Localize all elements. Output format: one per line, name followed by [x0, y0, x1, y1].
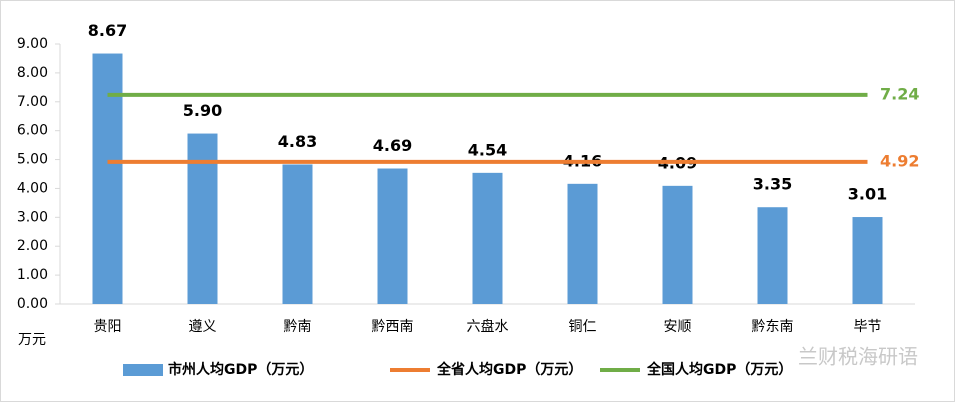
reference-label: 7.24 — [880, 84, 919, 103]
y-tick-label: 5.00 — [17, 152, 48, 168]
value-label: 4.54 — [468, 140, 507, 159]
bar — [377, 168, 408, 304]
y-tick-label: 8.00 — [17, 65, 48, 81]
bar — [567, 183, 598, 304]
value-label: 3.01 — [848, 185, 887, 204]
x-tick-label: 遵义 — [189, 318, 217, 335]
x-tick-label: 安顺 — [664, 319, 692, 335]
x-tick-label: 六盘水 — [467, 318, 509, 335]
value-label: 4.83 — [278, 132, 317, 151]
x-tick-label: 黔西南 — [372, 319, 414, 335]
bar — [757, 207, 788, 304]
x-tick-label: 黔南 — [284, 319, 312, 335]
x-tick-label: 黔东南 — [752, 319, 794, 335]
x-tick-label: 贵阳 — [94, 319, 122, 335]
y-tick-label: 6.00 — [17, 123, 48, 139]
bar — [92, 53, 123, 305]
bar — [187, 133, 218, 304]
legend-swatch — [123, 364, 163, 376]
bar — [852, 217, 883, 304]
value-label: 3.35 — [753, 175, 792, 194]
y-tick-label: 2.00 — [17, 238, 48, 254]
legend-label: 全国人均GDP（万元） — [646, 361, 792, 378]
y-unit: 万元 — [18, 332, 46, 348]
watermark: 兰财税海研语 — [798, 345, 918, 369]
y-tick-label: 9.00 — [17, 36, 48, 52]
bar — [282, 164, 313, 304]
y-tick-label: 3.00 — [17, 209, 48, 225]
y-tick-label: 4.00 — [17, 180, 48, 196]
bar — [472, 172, 503, 304]
bar — [662, 185, 693, 304]
reference-label: 4.92 — [880, 151, 919, 170]
value-label: 5.90 — [183, 101, 222, 120]
x-tick-label: 毕节 — [854, 319, 882, 335]
y-tick-label: 0.00 — [17, 296, 48, 312]
legend-label: 全省人均GDP（万元） — [436, 361, 582, 378]
x-tick-label: 铜仁 — [569, 319, 597, 335]
y-tick-label: 7.00 — [17, 94, 48, 110]
value-label: 8.67 — [88, 21, 127, 40]
legend-label: 市州人均GDP（万元） — [168, 361, 313, 378]
value-label: 4.69 — [373, 136, 412, 155]
y-tick-label: 1.00 — [17, 267, 48, 283]
